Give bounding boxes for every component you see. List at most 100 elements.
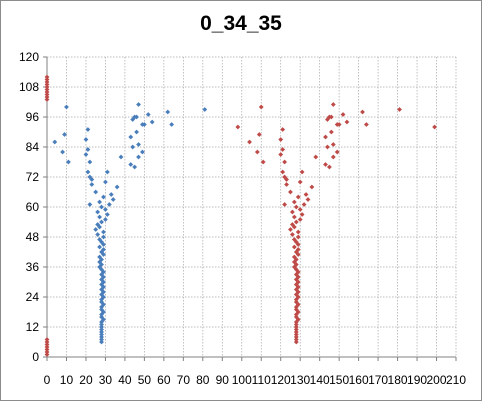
x-tick-label: 180	[388, 373, 408, 387]
data-point	[295, 229, 301, 235]
data-point	[432, 124, 437, 130]
data-point	[330, 154, 336, 160]
data-point	[104, 169, 110, 175]
data-point	[334, 149, 340, 155]
data-point	[297, 207, 303, 212]
data-point	[299, 169, 305, 175]
data-point	[291, 237, 297, 242]
x-tick-label: 170	[368, 373, 388, 387]
data-point	[260, 159, 266, 165]
data-point	[293, 204, 299, 210]
data-point	[303, 192, 309, 197]
data-point	[364, 122, 369, 127]
data-point	[360, 109, 365, 115]
data-point	[328, 114, 334, 120]
data-point	[305, 197, 311, 202]
x-tick-label: 120	[271, 373, 291, 387]
data-point	[136, 142, 141, 147]
data-point	[299, 212, 305, 217]
x-tick-label: 80	[196, 373, 210, 387]
data-point	[93, 227, 99, 232]
data-point	[280, 127, 286, 132]
data-point	[288, 189, 293, 195]
data-point	[344, 119, 350, 125]
data-point	[89, 182, 95, 187]
data-point	[291, 199, 297, 205]
data-point	[258, 104, 264, 110]
data-point	[289, 209, 295, 215]
data-point	[330, 102, 336, 107]
data-point	[325, 144, 330, 150]
data-point	[291, 254, 297, 260]
data-point	[278, 137, 284, 142]
x-tick-label: 60	[157, 373, 171, 387]
data-point	[64, 104, 69, 110]
data-point	[301, 202, 307, 207]
x-tick-label: 210	[446, 373, 466, 387]
data-point	[282, 174, 288, 180]
data-point	[101, 247, 106, 252]
data-point	[44, 92, 50, 97]
data-point	[44, 74, 50, 80]
data-point	[295, 247, 301, 252]
data-point	[110, 197, 116, 202]
y-tick-label: 96	[26, 110, 40, 124]
data-point	[323, 134, 328, 140]
data-point	[104, 212, 110, 217]
y-tick-label: 0	[32, 350, 39, 364]
data-point	[330, 142, 336, 147]
data-point	[336, 122, 342, 127]
y-tick-label: 48	[26, 230, 40, 244]
y-tick-label: 36	[26, 260, 40, 274]
data-point	[295, 194, 301, 200]
x-tick-label: 110	[252, 373, 271, 387]
x-tick-label: 50	[138, 373, 152, 387]
data-point	[87, 174, 93, 180]
data-point	[101, 229, 106, 235]
y-tick-label: 72	[26, 170, 40, 184]
data-point	[87, 202, 93, 207]
data-point	[99, 219, 104, 225]
x-tick-label: 30	[99, 373, 113, 387]
data-point	[289, 232, 295, 237]
x-tick-label: 190	[407, 373, 427, 387]
data-point	[44, 77, 50, 82]
chart-title: 0_34_35	[200, 12, 282, 35]
data-point	[313, 154, 319, 160]
x-tick-label: 0	[44, 373, 51, 387]
x-tick-label: 140	[310, 373, 330, 387]
data-point	[328, 129, 334, 135]
data-point	[101, 234, 106, 240]
data-point	[44, 84, 50, 90]
data-point	[44, 89, 50, 95]
data-point	[297, 179, 303, 185]
y-tick-label: 12	[26, 320, 40, 334]
data-point	[284, 182, 289, 187]
data-point	[288, 227, 293, 232]
data-point	[99, 204, 104, 210]
data-point	[295, 234, 301, 240]
x-tick-label: 20	[79, 373, 93, 387]
data-point	[44, 94, 50, 100]
data-point	[95, 222, 101, 227]
y-tick-label: 120	[19, 50, 39, 64]
data-point	[397, 107, 402, 112]
x-tick-label: 130	[290, 373, 310, 387]
data-point	[297, 217, 303, 222]
x-tick-label: 200	[427, 373, 447, 387]
y-tick-label: 60	[26, 200, 40, 214]
x-tick-label: 90	[216, 373, 230, 387]
data-point	[289, 222, 295, 227]
x-tick-label: 10	[60, 373, 74, 387]
data-point	[280, 147, 286, 152]
data-point	[106, 202, 112, 207]
data-point	[293, 219, 299, 225]
x-tick-label: 150	[329, 373, 349, 387]
data-point	[282, 202, 288, 207]
data-point	[95, 232, 101, 237]
data-point	[44, 97, 50, 102]
data-point	[101, 194, 106, 200]
data-point	[83, 152, 89, 157]
data-point	[282, 159, 288, 165]
